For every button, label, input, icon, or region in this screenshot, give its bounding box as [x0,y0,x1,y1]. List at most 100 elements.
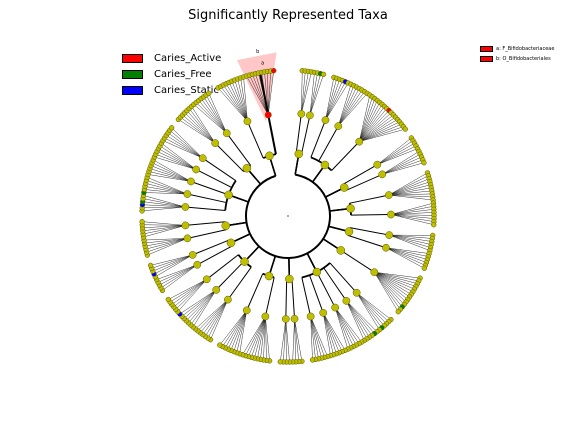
leaf-edge [146,180,188,195]
leaf-edge [390,209,434,215]
leaf-edge [243,76,248,122]
leaf-edge [182,114,216,144]
leaf-edge [227,310,247,350]
leaf-edge [283,318,287,362]
leaf-edge [268,71,271,115]
class-edge [264,277,275,317]
leaf-node [421,265,427,271]
leaf-edge [160,264,198,288]
leaf-edge [292,318,295,362]
leaf-edge [142,204,186,208]
leaf-edge [335,307,362,343]
leaf-edge [173,279,207,308]
leaf-edge [338,84,352,127]
leaf-edge [346,300,370,338]
phylum-node [224,190,233,200]
leaf-edge [150,165,192,182]
highlight-sector [236,52,277,122]
leaf-edge [374,272,401,310]
leaf-edge [377,140,414,165]
key-label-b: b: O_Bifidobacteriales [496,56,551,62]
leaf-edge [346,300,365,341]
chart-title: Significantly Represented Taxa [188,8,388,23]
class-node [385,231,394,239]
class-edge [309,275,324,313]
class-node [198,154,207,163]
leaf-edge [171,127,203,159]
leaf-edge [223,84,248,122]
phylum-node [346,204,355,213]
leaf-edge [334,307,349,350]
leaf-edge [177,279,207,312]
leaf-edge [233,310,247,352]
class-edge [215,260,245,291]
leaf-edge [377,143,415,165]
class-node [202,275,211,284]
leaf-edge [359,96,373,142]
node-layer [139,68,437,365]
leaf-edge [168,279,207,300]
class-node [243,117,252,126]
leaf-edge [145,183,188,195]
class-node [181,221,190,230]
leaf-edge [359,128,406,142]
legend-entry-caries-active: Caries_Active [122,50,221,66]
legend-swatch-caries-free [122,69,143,79]
leaf-edge [198,100,227,134]
leaf-edge [377,148,418,165]
leaf-edge [374,272,405,305]
leaf-edge [143,195,186,208]
class-edge [295,113,302,154]
leaf-edge [161,143,197,170]
class-edge [226,132,251,166]
leaf-edge [359,108,387,142]
class-node [193,260,202,269]
phylum-node [242,164,252,173]
leaf-edge [374,272,416,287]
class-node [181,203,190,211]
class-node [321,116,330,124]
leaf-edge [385,247,428,260]
class-node [261,312,270,321]
leaf-edge [385,247,425,269]
leaf-edge [346,300,378,332]
leaf-edge [385,247,430,254]
leaf-edge [388,175,429,196]
leaf-node [147,262,154,269]
leaf-edge [143,198,186,208]
leaf-edge [257,316,266,359]
leaf-edge [200,299,229,333]
kingdom-arc [245,173,331,259]
leaf-edge [390,214,434,222]
class-edge [192,239,230,256]
leaf-edge [359,119,398,142]
leaf-node [139,218,145,225]
leaf-edge [374,272,413,292]
leaf-edge [156,264,198,280]
leaf-edge [207,299,229,339]
leaf-edge [184,112,216,144]
leaf-edge [390,214,434,219]
class-node [192,165,200,174]
class-node [183,190,192,198]
key-entry-a: a: F_Bifidobacteriaceae [480,44,554,54]
leaf-edge [152,254,193,272]
class-edge [318,125,339,162]
leaf-edge [148,171,192,182]
leaf-edge [385,247,429,257]
leaf-edge [143,225,186,238]
leaf-edge [150,254,193,266]
class-edge [301,277,312,317]
class-edge [340,249,375,273]
leaf-edge [359,110,390,142]
leaf-edge [205,299,229,337]
class-node [281,315,290,323]
leaf-edge [143,238,188,241]
leaf-edge [309,74,324,116]
leaf-edge [338,85,355,127]
leaf-edge [356,292,392,320]
leaf-edge [285,318,290,363]
leaf-edge [196,102,227,134]
class-edge [185,206,226,211]
